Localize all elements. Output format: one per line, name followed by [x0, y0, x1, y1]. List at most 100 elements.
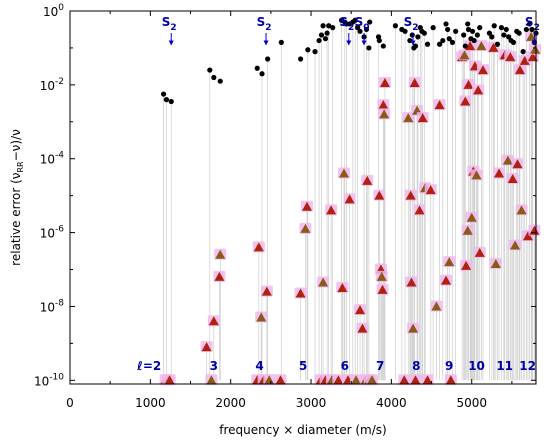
triangle-marker [526, 31, 537, 41]
triangle-point [350, 374, 363, 386]
triangle-marker [471, 170, 482, 180]
circle-point [449, 39, 456, 45]
triangle-point [214, 248, 227, 260]
y-axis-title: relative error (νRR−ν)/ν [9, 129, 25, 266]
circle-point [523, 26, 529, 33]
circle-point [421, 30, 427, 36]
triangle-point [255, 311, 268, 323]
triangle-point [373, 189, 386, 201]
triangle-point [472, 84, 485, 96]
triangle-marker [379, 109, 390, 119]
triangle-point [378, 108, 391, 120]
circle-point [498, 25, 505, 31]
circle-point [430, 25, 436, 31]
triangle-marker [275, 375, 286, 385]
circle-point [297, 56, 304, 62]
triangle-marker [474, 247, 485, 257]
x-axis-title: frequency × diameter (m/s) [219, 423, 386, 437]
triangle-marker [264, 375, 275, 385]
triangle-point [413, 204, 426, 216]
circle-point [355, 25, 361, 31]
triangle-point [332, 374, 345, 386]
circle-point [436, 41, 443, 47]
triangle-marker [374, 190, 385, 200]
circle-point [486, 30, 492, 36]
triangle-marker [510, 240, 521, 250]
triangle-marker [405, 190, 416, 200]
circle-point [254, 65, 260, 71]
circle-point [491, 23, 497, 29]
circle-point [207, 67, 213, 73]
circle-point [324, 30, 330, 36]
circle-point [407, 37, 413, 44]
triangle-marker [355, 305, 366, 315]
mode-label: S0 [355, 15, 370, 33]
degree-label: 4 [255, 359, 263, 373]
triangle-point [421, 374, 434, 386]
degree-label: 9 [445, 359, 453, 373]
degree-label: 10 [468, 359, 485, 373]
circle-point [376, 37, 382, 44]
triangle-marker [208, 316, 219, 326]
triangle-point [465, 211, 478, 223]
triangle-marker [488, 42, 499, 52]
circle-point [409, 32, 415, 38]
circle-point [529, 26, 535, 33]
triangle-marker [507, 174, 518, 184]
triangle-point [274, 374, 287, 386]
circle-point [320, 23, 326, 29]
triangle-point [361, 174, 374, 186]
triangle-marker [490, 258, 501, 268]
degree-label: 6 [341, 359, 349, 373]
triangle-marker [494, 168, 505, 178]
triangle-marker [417, 113, 428, 123]
triangle-point [473, 246, 486, 258]
mode-label: S2 [257, 15, 272, 33]
triangle-point [336, 281, 349, 293]
circle-point [211, 74, 217, 81]
y-tick-label: 10-6 [40, 225, 65, 241]
circle-point [506, 34, 512, 40]
triangle-marker [256, 312, 267, 322]
circle-point [163, 97, 170, 103]
triangle-marker [445, 375, 456, 385]
triangle-marker [516, 205, 527, 215]
triangle-point [458, 49, 471, 61]
triangle-point [444, 374, 457, 386]
triangle-point [299, 222, 312, 234]
triangle-point [356, 322, 369, 334]
circle-point [380, 43, 386, 49]
circle-point [474, 32, 480, 38]
y-tick-label: 10-8 [40, 298, 65, 314]
triangle-point [528, 224, 541, 236]
circle-point [392, 23, 398, 29]
mode-label: S2 [162, 15, 177, 33]
triangle-point [376, 283, 389, 295]
triangle-point [301, 200, 314, 212]
triangle-point [462, 78, 475, 90]
circle-point [477, 25, 483, 31]
circle-point [402, 28, 408, 34]
degree-label: 7 [376, 359, 384, 373]
triangle-point [163, 374, 176, 386]
triangle-point [405, 276, 418, 288]
triangle-point [509, 239, 522, 251]
triangle-marker [399, 375, 410, 385]
circle-point [501, 32, 507, 38]
circle-point [312, 49, 318, 55]
triangle-marker [378, 100, 389, 110]
degree-labels: ℓ=2 3 4 5 6 7 8 9 10 11 12 [136, 359, 536, 373]
triangle-marker [414, 205, 425, 215]
triangle-point [430, 300, 443, 312]
triangle-marker [362, 175, 373, 185]
triangle-marker [505, 52, 516, 62]
triangle-point [513, 64, 526, 76]
circle-point [510, 39, 517, 45]
triangle-point [443, 256, 456, 268]
triangle-point [515, 204, 528, 216]
circle-point [363, 26, 370, 33]
triangle-marker [253, 242, 264, 252]
x-tick-label: 4000 [376, 396, 407, 410]
triangle-point [213, 270, 226, 282]
x-tick-label: 2000 [215, 396, 246, 410]
